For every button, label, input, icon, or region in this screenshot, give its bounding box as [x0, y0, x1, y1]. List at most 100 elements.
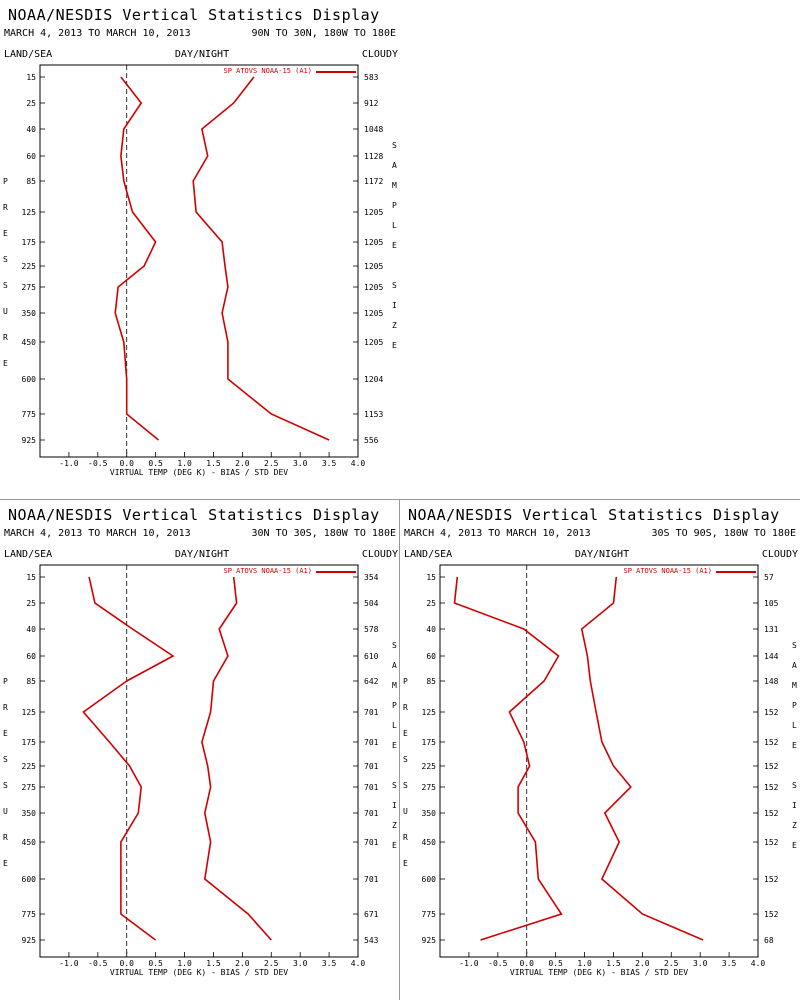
- sample-size-label: 1205: [364, 283, 383, 292]
- sample-size-label: 556: [364, 436, 379, 445]
- sample-axis-letter: S: [392, 141, 397, 150]
- land-sea-label: LAND/SEA: [404, 549, 452, 560]
- panel-separator-vertical: [399, 500, 400, 1000]
- sample-size-label: 1204: [364, 375, 383, 384]
- sample-axis-letter: S: [792, 781, 797, 790]
- sample-axis-letter: I: [392, 801, 397, 810]
- sample-size-label: 1205: [364, 338, 383, 347]
- pressure-level-label: 85: [426, 677, 436, 686]
- x-tick-label: -0.5: [88, 459, 107, 468]
- x-tick-label: -0.5: [88, 959, 107, 968]
- sample-axis-letter: L: [792, 721, 797, 730]
- sample-axis-letter: A: [792, 661, 797, 670]
- sample-size-label: 543: [364, 936, 379, 945]
- pressure-level-label: 275: [22, 283, 37, 292]
- x-tick-label: 0.0: [520, 959, 535, 968]
- pressure-level-label: 775: [22, 410, 37, 419]
- std-dev-series-line: [192, 76, 330, 441]
- sample-size-label: 912: [364, 99, 379, 108]
- cloudy-label: CLOUDY: [362, 49, 398, 60]
- pressure-level-label: 175: [22, 238, 37, 247]
- sample-axis-letter: Z: [392, 321, 397, 330]
- x-tick-label: 3.0: [293, 959, 308, 968]
- pressure-axis-letter: U: [3, 807, 8, 816]
- sample-axis-letter: E: [792, 741, 797, 750]
- sample-size-label: 1205: [364, 238, 383, 247]
- sample-axis-letter: E: [792, 841, 797, 850]
- x-axis-label: VIRTUAL TEMP (DEG K) - BIAS / STD DEV: [110, 468, 288, 477]
- x-tick-label: 3.5: [322, 459, 337, 468]
- sample-size-label: 152: [764, 910, 779, 919]
- x-tick-label: 0.0: [120, 459, 135, 468]
- pressure-level-label: 275: [422, 783, 437, 792]
- chart-title: NOAA/NESDIS Vertical Statistics Display: [408, 506, 780, 524]
- sample-axis-letter: A: [392, 661, 397, 670]
- pressure-level-label: 60: [426, 652, 436, 661]
- sample-axis-letter: I: [792, 801, 797, 810]
- pressure-level-label: 175: [422, 738, 437, 747]
- sample-size-label: 583: [364, 73, 379, 82]
- region-label: 90N TO 30N, 180W TO 180E: [252, 28, 397, 39]
- x-tick-label: 4.0: [351, 959, 366, 968]
- pressure-level-label: 225: [22, 262, 37, 271]
- pressure-axis-letter: E: [3, 729, 8, 738]
- sample-size-label: 1048: [364, 125, 383, 134]
- pressure-level-label: 125: [422, 708, 437, 717]
- x-tick-label: 1.0: [177, 959, 192, 968]
- panel-30s-90s: NOAA/NESDIS Vertical Statistics Display M…: [400, 500, 800, 1000]
- sample-axis-letter: M: [392, 181, 397, 190]
- day-night-label: DAY/NIGHT: [175, 549, 229, 560]
- x-tick-label: 3.0: [293, 459, 308, 468]
- pressure-level-label: 85: [26, 677, 36, 686]
- sample-size-label: 671: [364, 910, 379, 919]
- x-tick-label: 2.0: [635, 959, 650, 968]
- sample-size-label: 131: [764, 625, 779, 634]
- pressure-level-label: 125: [22, 208, 37, 217]
- pressure-level-label: 350: [422, 809, 437, 818]
- sample-axis-letter: L: [392, 221, 397, 230]
- sample-axis-letter: L: [392, 721, 397, 730]
- sample-axis-letter: M: [392, 681, 397, 690]
- sample-size-label: 152: [764, 762, 779, 771]
- bias-series-line: [114, 76, 160, 441]
- x-tick-label: 4.0: [751, 959, 766, 968]
- pressure-level-label: 125: [22, 708, 37, 717]
- sample-axis-letter: S: [392, 641, 397, 650]
- pressure-level-label: 15: [426, 573, 436, 582]
- sample-size-label: 701: [364, 783, 379, 792]
- pressure-level-label: 775: [422, 910, 437, 919]
- pressure-level-label: 85: [26, 177, 36, 186]
- sample-size-label: 148: [764, 677, 779, 686]
- pressure-level-label: 25: [26, 599, 36, 608]
- sample-size-label: 1205: [364, 262, 383, 271]
- sample-size-label: 1205: [364, 208, 383, 217]
- pressure-level-label: 775: [22, 910, 37, 919]
- cloudy-label: CLOUDY: [762, 549, 798, 560]
- pressure-level-label: 450: [22, 338, 37, 347]
- pressure-axis-letter: R: [3, 703, 8, 712]
- sample-axis-letter: E: [392, 841, 397, 850]
- x-tick-label: 2.5: [264, 459, 279, 468]
- sample-size-label: 701: [364, 708, 379, 717]
- pressure-level-label: 40: [426, 625, 436, 634]
- pressure-axis-letter: R: [3, 333, 8, 342]
- x-tick-label: -1.0: [459, 959, 478, 968]
- sample-axis-letter: P: [392, 701, 397, 710]
- pressure-level-label: 15: [26, 573, 36, 582]
- date-range: MARCH 4, 2013 TO MARCH 10, 2013: [404, 528, 591, 539]
- sample-size-label: 152: [764, 809, 779, 818]
- sample-size-label: 1153: [364, 410, 383, 419]
- x-axis-label: VIRTUAL TEMP (DEG K) - BIAS / STD DEV: [110, 968, 288, 977]
- x-tick-label: 4.0: [351, 459, 366, 468]
- pressure-level-label: 925: [22, 436, 37, 445]
- sample-size-label: 105: [764, 599, 779, 608]
- bias-series-line: [453, 576, 563, 941]
- x-tick-label: 2.5: [264, 959, 279, 968]
- x-tick-label: 2.5: [664, 959, 679, 968]
- region-label: 30N TO 30S, 180W TO 180E: [252, 528, 397, 539]
- x-axis-label: VIRTUAL TEMP (DEG K) - BIAS / STD DEV: [510, 968, 688, 977]
- x-tick-label: 0.5: [548, 959, 563, 968]
- x-tick-label: 2.0: [235, 959, 250, 968]
- pressure-level-label: 60: [26, 152, 36, 161]
- pressure-level-label: 350: [22, 809, 37, 818]
